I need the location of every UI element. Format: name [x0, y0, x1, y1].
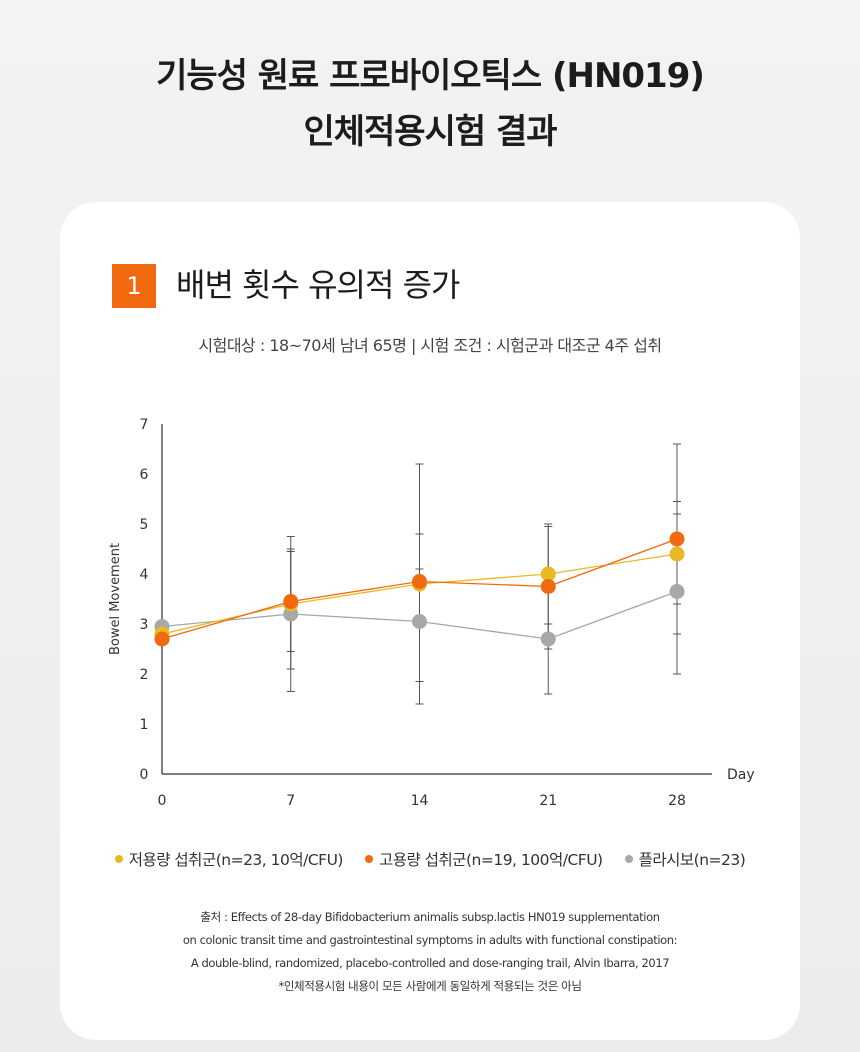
legend-label: 저용량 섭취군(n=23, 10억/CFU)	[128, 851, 344, 869]
y-tick-label: 2	[140, 667, 149, 683]
x-tick-label: 0	[158, 793, 167, 809]
legend-item-placebo: 플라시보(n=23)	[624, 848, 746, 870]
data-point	[669, 546, 685, 562]
title-line-2: 인체적용시험 결과	[303, 112, 557, 152]
disclaimer-note: *인체적용시험 내용이 모든 사람에게 동일하게 적용되는 것은 아님	[278, 979, 582, 993]
section-heading: 배변 횟수 유의적 증가	[176, 266, 460, 304]
source-line: A double-blind, randomized, placebo-cont…	[190, 956, 670, 970]
data-point	[669, 584, 685, 599]
section-number-badge: 1	[112, 264, 156, 308]
chart-legend: 저용량 섭취군(n=23, 10억/CFU) 고용량 섭취군(n=19, 100…	[60, 848, 800, 870]
y-tick-label: 7	[140, 417, 149, 433]
trial-subject: 시험대상 : 18~70세 남녀 65명 | 시험 조건 : 시험군과 대조군 …	[198, 336, 662, 355]
data-point	[540, 631, 556, 647]
y-axis-label: Bowel Movement	[108, 543, 123, 655]
data-point	[540, 579, 556, 594]
y-tick-label: 4	[140, 567, 149, 583]
result-card: 1 배변 횟수 유의적 증가 시험대상 : 18~70세 남녀 65명 | 시험…	[60, 202, 800, 1040]
source-line: 출처 : Effects of 28-day Bifidobacterium a…	[200, 910, 660, 924]
x-axis-label: Day	[727, 767, 755, 783]
source-citation: 출처 : Effects of 28-day Bifidobacterium a…	[60, 906, 800, 998]
legend-dot-icon	[114, 855, 123, 863]
source-line: on colonic transit time and gastrointest…	[182, 933, 678, 947]
data-point	[412, 614, 427, 629]
title-line-1: 기능성 원료 프로바이오틱스 (HN019)	[156, 56, 705, 96]
y-tick-label: 1	[140, 717, 149, 733]
y-tick-label: 5	[140, 517, 149, 533]
data-point	[154, 631, 170, 647]
y-tick-label: 0	[140, 767, 149, 783]
data-point	[540, 566, 556, 582]
legend-item-high-dose: 고용량 섭취군(n=19, 100억/CFU)	[364, 848, 603, 870]
x-tick-label: 28	[668, 793, 686, 809]
data-point	[669, 531, 685, 547]
legend-label: 플라시보(n=23)	[638, 851, 746, 869]
bowel-movement-chart: 0 1 2 3 4 5 6 7 0 7 14 21 28 Day Bowel Movement	[108, 417, 755, 809]
x-tick-label: 14	[411, 793, 429, 809]
page-title: 기능성 원료 프로바이오틱스 (HN019) 인체적용시험 결과	[0, 48, 860, 160]
y-tick-label: 3	[140, 617, 149, 633]
data-point	[412, 574, 427, 589]
legend-dot-icon	[364, 855, 373, 863]
x-tick-label: 7	[286, 793, 295, 809]
legend-item-low-dose: 저용량 섭취군(n=23, 10억/CFU)	[114, 848, 344, 870]
legend-label: 고용량 섭취군(n=19, 100억/CFU)	[378, 851, 603, 869]
x-tick-label: 21	[539, 793, 557, 809]
data-point	[283, 594, 299, 609]
legend-dot-icon	[624, 855, 633, 863]
y-tick-label: 6	[140, 467, 149, 483]
